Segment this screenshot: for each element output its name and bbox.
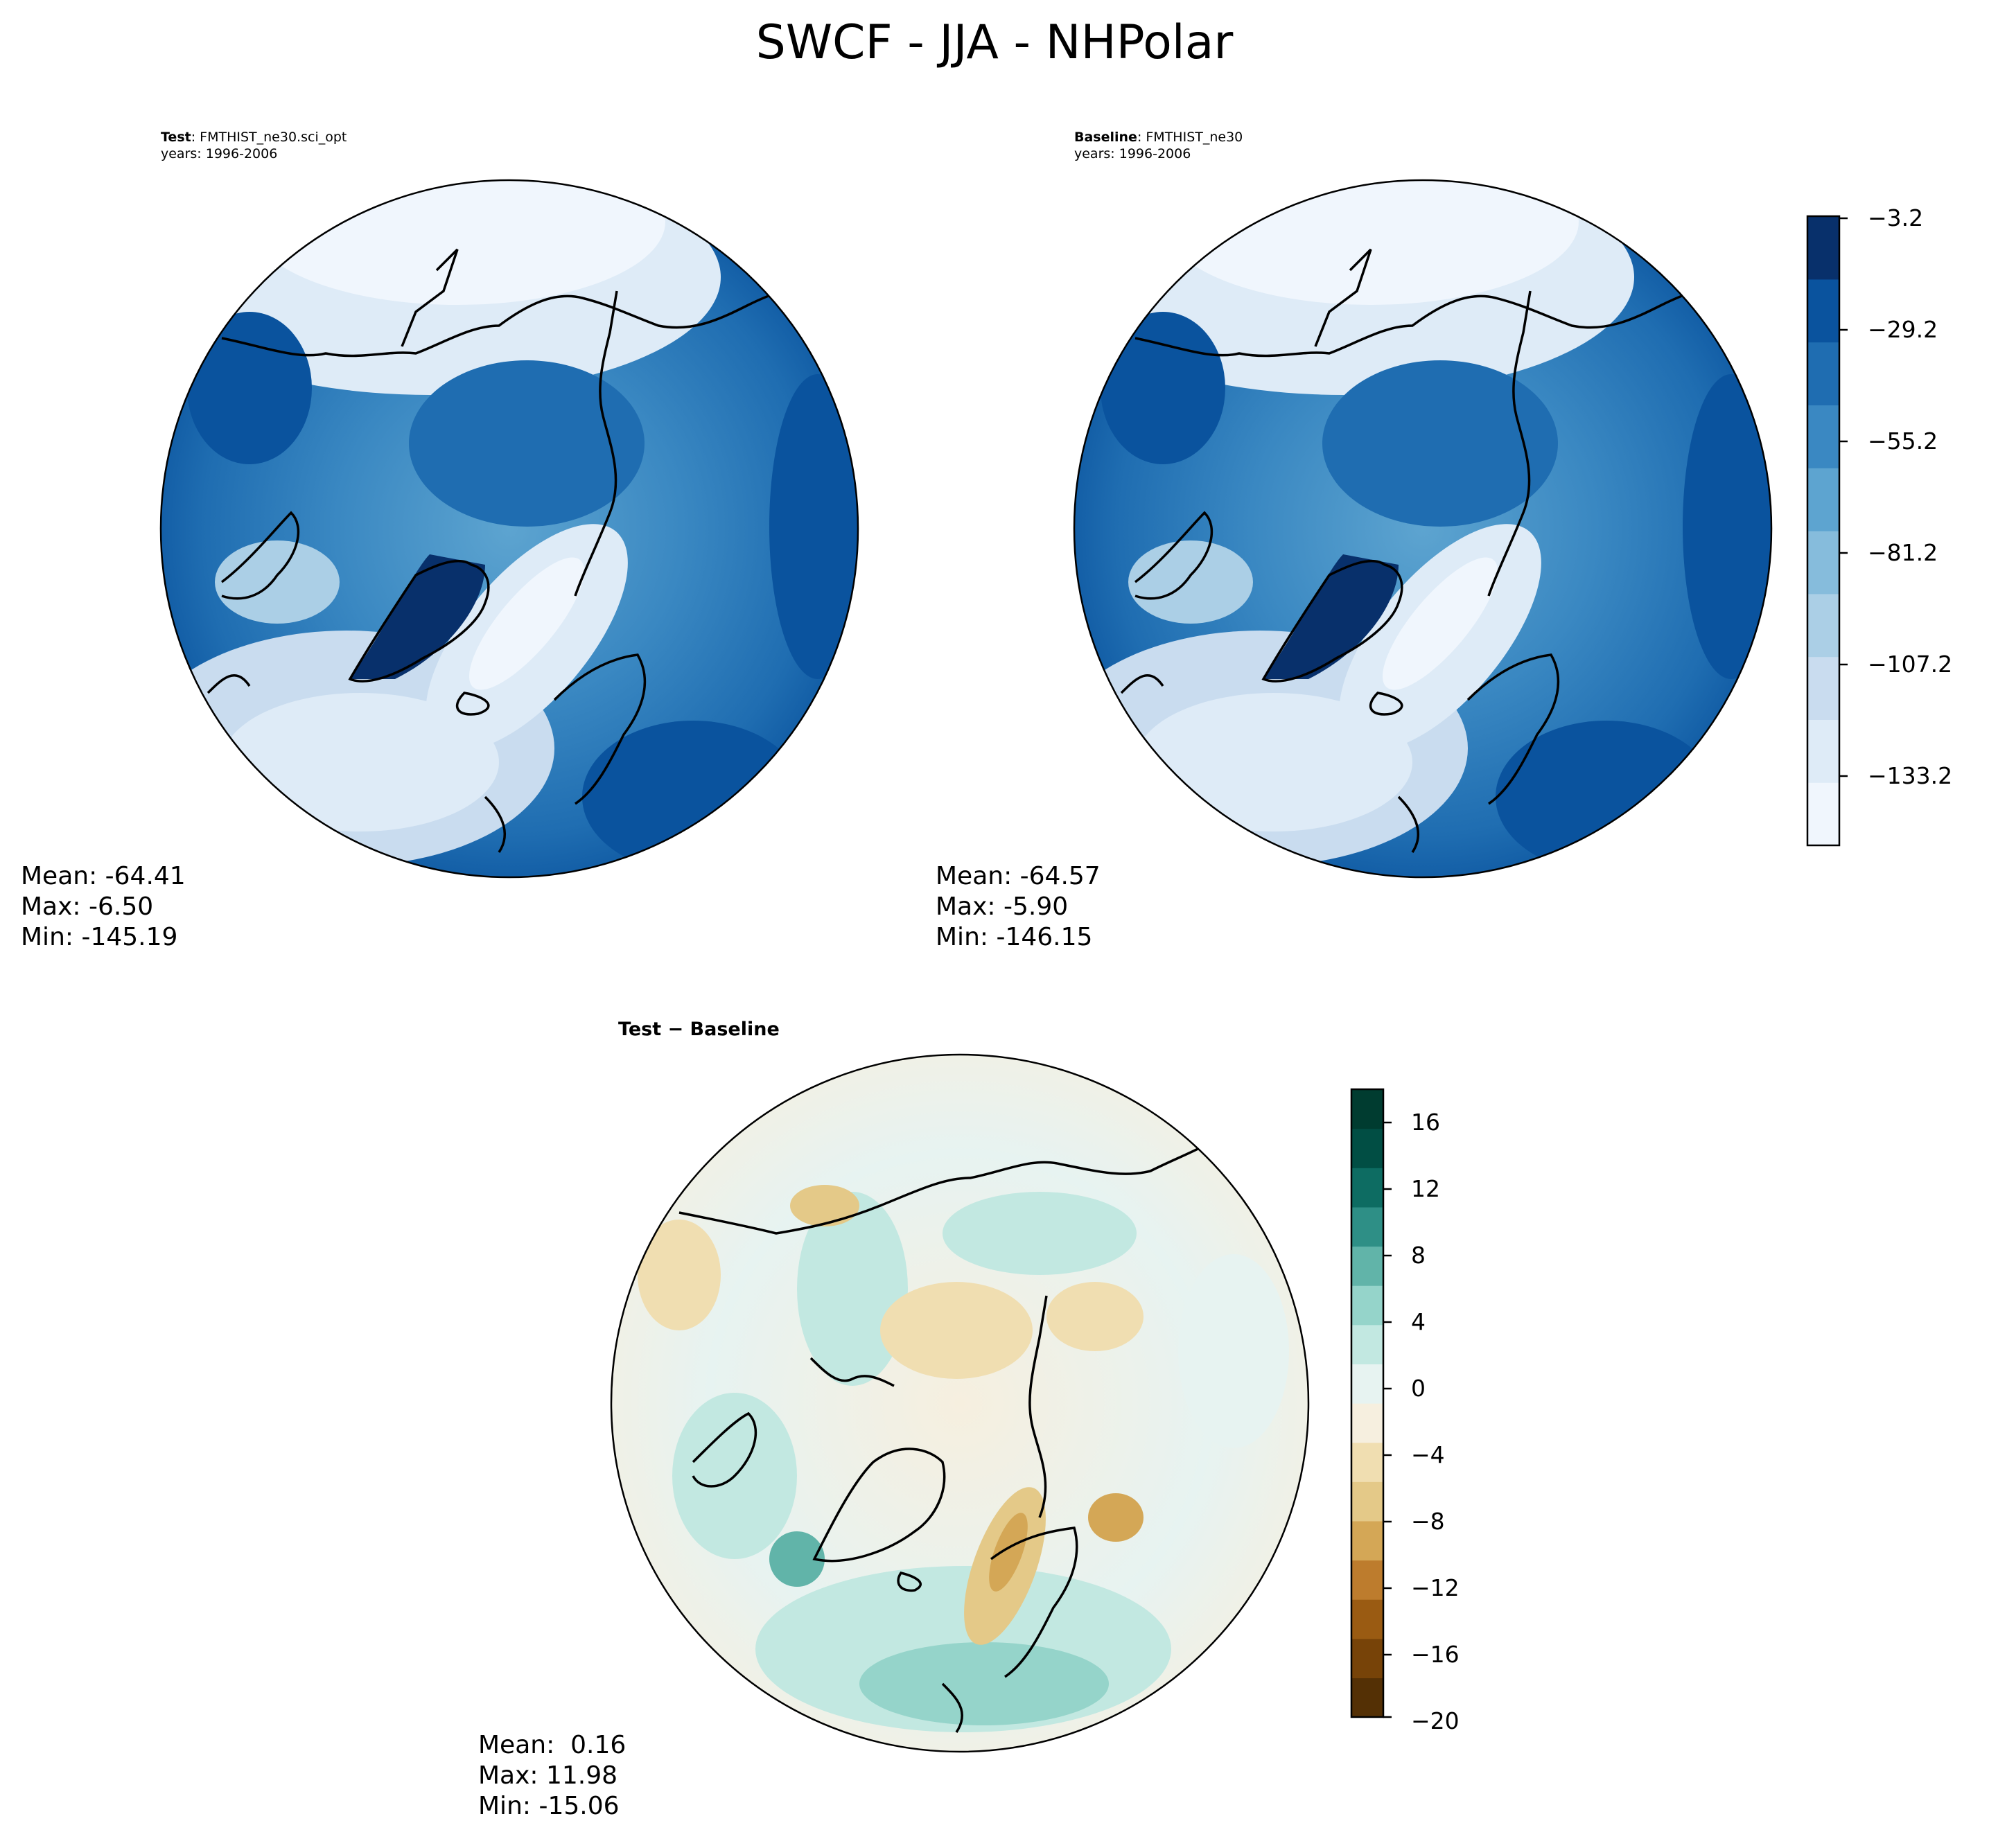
colorbar-segment <box>1351 1285 1383 1326</box>
colorbar-segment <box>1807 216 1839 280</box>
baseline-label-rest: : FMTHIST_ne30 <box>1137 130 1243 145</box>
diff-mean: Mean: 0.16 <box>478 1731 627 1759</box>
baseline-label-bold: Baseline <box>1074 130 1137 145</box>
colorbar-segment <box>1351 1481 1383 1522</box>
colorbar-segment <box>1351 1560 1383 1600</box>
baseline-map <box>1073 179 1773 879</box>
main-colorbar-tick: −81.2 <box>1868 539 1938 566</box>
colorbar-segment <box>1351 1246 1383 1286</box>
baseline-panel-title: Baseline: FMTHIST_ne30 <box>1074 129 1243 146</box>
colorbar-segment <box>1351 1206 1383 1247</box>
colorbar-segment <box>1807 531 1839 595</box>
colorbar-segment <box>1351 1324 1383 1364</box>
colorbar-segment <box>1807 279 1839 343</box>
colorbar-segment <box>1807 342 1839 405</box>
test-label-rest: : FMTHIST_ne30.sci_opt <box>191 130 347 145</box>
baseline-max: Max: -5.90 <box>936 892 1069 921</box>
test-stats: Mean: -64.41 Max: -6.50 Min: -145.19 <box>21 861 186 953</box>
colorbar-frame <box>1806 215 1841 847</box>
test-label-bold: Test <box>161 130 191 145</box>
colorbar-frame <box>1350 1088 1385 1718</box>
main-colorbar-tick: −133.2 <box>1868 762 1953 789</box>
colorbar-segment <box>1807 656 1839 720</box>
diff-colorbar-tick: 4 <box>1411 1308 1426 1335</box>
colorbar-segment <box>1807 468 1839 531</box>
main-colorbar-tick: −107.2 <box>1868 651 1953 678</box>
colorbar-segment <box>1351 1638 1383 1678</box>
diff-colorbar <box>1350 1088 1392 1718</box>
baseline-years: years: 1996-2006 <box>1074 146 1191 161</box>
test-panel-title: Test: FMTHIST_ne30.sci_opt <box>161 129 347 146</box>
diff-panel-title: Test − Baseline <box>618 1019 780 1040</box>
diff-colorbar-tick: −4 <box>1411 1441 1445 1468</box>
colorbar-segment <box>1807 405 1839 468</box>
main-colorbar <box>1806 215 1848 847</box>
test-mean: Mean: -64.41 <box>21 862 186 890</box>
diff-colorbar-tick: 0 <box>1411 1375 1426 1402</box>
colorbar-segment <box>1351 1678 1383 1718</box>
figure-title: SWCF - JJA - NHPolar <box>755 15 1234 70</box>
test-years: years: 1996-2006 <box>161 146 278 161</box>
colorbar-segment <box>1807 782 1839 846</box>
diff-colorbar-tick: −12 <box>1411 1574 1460 1601</box>
colorbar-segment <box>1351 1089 1383 1129</box>
baseline-min: Min: -146.15 <box>936 923 1093 951</box>
colorbar-segment <box>1351 1520 1383 1561</box>
diff-colorbar-tick: −8 <box>1411 1508 1445 1535</box>
diff-colorbar-tick: 16 <box>1411 1109 1440 1136</box>
diff-colorbar-tick: 8 <box>1411 1242 1426 1269</box>
baseline-stats: Mean: -64.57 Max: -5.90 Min: -146.15 <box>936 861 1101 953</box>
diff-colorbar-tick: 12 <box>1411 1175 1440 1202</box>
diff-max: Max: 11.98 <box>478 1761 618 1790</box>
main-colorbar-tick: −3.2 <box>1868 204 1924 231</box>
main-colorbar-tick: −29.2 <box>1868 316 1938 343</box>
colorbar-segment <box>1807 593 1839 658</box>
colorbar-segment <box>1351 1403 1383 1443</box>
colorbar-segment <box>1351 1168 1383 1208</box>
main-colorbar-tick: −55.2 <box>1868 428 1938 455</box>
diff-colorbar-tick: −16 <box>1411 1641 1460 1668</box>
diff-stats: Mean: 0.16 Max: 11.98 Min: -15.06 <box>478 1730 626 1822</box>
colorbar-segment <box>1807 719 1839 783</box>
colorbar-segment <box>1351 1128 1383 1168</box>
test-map <box>159 179 859 879</box>
diff-min: Min: -15.06 <box>478 1792 620 1820</box>
baseline-mean: Mean: -64.57 <box>936 862 1101 890</box>
colorbar-segment <box>1351 1442 1383 1482</box>
diff-colorbar-tick: −20 <box>1411 1707 1460 1734</box>
diff-map <box>610 1053 1310 1753</box>
test-max: Max: -6.50 <box>21 892 154 921</box>
colorbar-segment <box>1351 1599 1383 1639</box>
test-min: Min: -145.19 <box>21 923 178 951</box>
colorbar-segment <box>1351 1364 1383 1404</box>
